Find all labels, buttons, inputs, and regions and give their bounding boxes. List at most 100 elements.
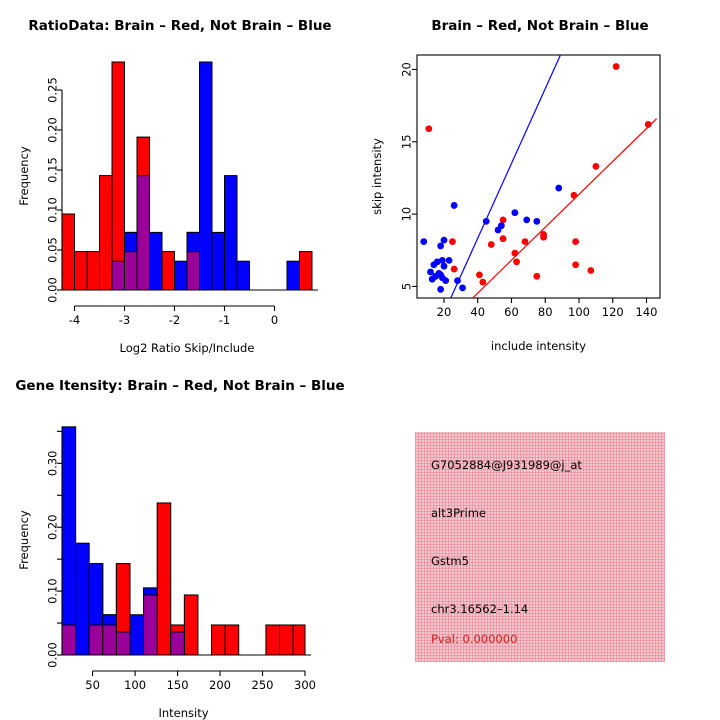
- panel-ratio-histogram: RatioData: Brain – Red, Not Brain – Blue…: [0, 0, 360, 360]
- histogram-bar-blue: [199, 61, 213, 291]
- gene-info-box: G7052884@J931989@j_at alt3Prime Gstm5 ch…: [415, 432, 665, 662]
- histogram-bar-red: [183, 594, 199, 656]
- histogram-bar-overlap: [61, 624, 77, 656]
- histogram-bar-top: [143, 587, 158, 596]
- histogram-bar-blue: [211, 231, 225, 291]
- scatter-point-red: [612, 63, 620, 70]
- scatter-point-blue: [440, 236, 448, 244]
- x-axis-tick-label: 250: [252, 678, 274, 692]
- x-axis-title: Log2 Ratio Skip/Include: [120, 341, 255, 355]
- histogram-bar-red: [161, 251, 175, 291]
- x-axis-title: Intensity: [158, 706, 208, 720]
- histogram-bar-red: [211, 624, 226, 656]
- histogram-bar-overlap: [111, 260, 125, 291]
- histogram-bar-overlap: [88, 624, 104, 656]
- histogram-bar-red: [74, 251, 88, 291]
- x-axis-tick-label: 300: [294, 678, 316, 692]
- histogram-bar-red: [156, 502, 172, 656]
- scatter-point-red: [450, 265, 458, 273]
- y-axis-tick-label: 0.15: [46, 157, 60, 183]
- scatter-point-blue: [438, 256, 446, 264]
- histogram-bar-blue: [149, 231, 163, 291]
- scatter-point-blue: [437, 285, 445, 293]
- histogram-bar-top: [186, 231, 200, 253]
- scatter-point-red: [540, 233, 547, 241]
- scatter-point-red: [487, 241, 495, 248]
- scatter-point-blue: [523, 216, 531, 224]
- scatter-point-red: [449, 238, 456, 245]
- scatter-point-blue: [533, 217, 541, 225]
- gene-symbol-label: Gstm5: [431, 554, 469, 568]
- y-axis-tick-label: 15: [400, 134, 414, 149]
- histogram-bar-red: [99, 175, 113, 291]
- scatter-point-blue: [454, 277, 461, 285]
- histogram-bar-red: [292, 624, 306, 656]
- locus-label: chr3.16562–1.14: [431, 602, 529, 616]
- scatter-point-blue: [494, 226, 502, 234]
- x-axis-tick-label: 20: [437, 305, 452, 319]
- scatter-point-red: [499, 216, 507, 224]
- scatter-point-red: [511, 249, 519, 257]
- histogram-bar-top: [170, 624, 185, 633]
- histogram-bar-blue: [75, 542, 90, 656]
- probe-id-label: G7052884@J931989@j_at: [431, 458, 582, 472]
- x-axis-tick-label: -3: [119, 313, 130, 327]
- x-axis-tick-label: 80: [538, 305, 553, 319]
- event-type-label: alt3Prime: [431, 506, 487, 520]
- regression-line-not-brain-fit: [450, 55, 561, 298]
- plot-frame: [416, 54, 661, 299]
- scatter-point-blue: [428, 275, 436, 283]
- histogram-bar-overlap: [186, 251, 200, 291]
- scatter-point-blue: [459, 284, 466, 292]
- scatter-point-blue: [442, 277, 450, 285]
- scatter-point-red: [572, 261, 580, 269]
- histogram-bar-top: [102, 614, 117, 626]
- scatter-point-red: [533, 272, 541, 280]
- scatter-point-blue: [555, 184, 563, 192]
- x-axis-tick-label: 200: [209, 678, 231, 692]
- scatter-point-blue: [482, 217, 490, 225]
- scatter-point-blue: [420, 238, 428, 245]
- panel-intensity-scatter: Brain – Red, Not Brain – Blue 5 10 15 20 20 4…: [360, 0, 720, 360]
- histogram-bar-overlap: [143, 594, 158, 656]
- scatter-point-red: [644, 121, 652, 128]
- histogram-bar-red: [265, 624, 281, 656]
- y-axis-tick-label: 5: [400, 283, 414, 290]
- scatter-point-red: [476, 271, 483, 279]
- x-axis-tick-label: 50: [85, 678, 100, 692]
- histogram-bar-blue: [286, 260, 300, 291]
- panel-gene-info: G7052884@J931989@j_at alt3Prime Gstm5 ch…: [360, 360, 720, 720]
- ratio-histogram-svg: 0.00 0.05 0.10 0.15 0.20 0.25 -4 -3 -2 -1 0 Log2 Ra…: [17, 61, 318, 355]
- scatter-point-blue: [437, 242, 445, 250]
- histogram-bar-blue: [174, 260, 188, 291]
- histogram-bar-red: [299, 251, 313, 291]
- x-axis-tick-label: 100: [568, 305, 590, 319]
- y-axis-tick-label: 0.10: [46, 578, 60, 604]
- y-axis-tick-label: 0.05: [46, 237, 60, 263]
- y-axis-tick-label: 0.00: [46, 642, 60, 668]
- histogram-bar-top: [88, 563, 104, 626]
- histogram-bar-top: [111, 61, 125, 262]
- y-axis-tick-label: 10: [400, 207, 414, 222]
- scatter-point-red: [587, 267, 595, 274]
- y-axis-title: skip intensity: [370, 138, 384, 215]
- y-axis-title: Frequency: [17, 146, 31, 206]
- histogram-bar-blue: [236, 260, 250, 291]
- scatter-point-red: [521, 238, 529, 245]
- scatter-point-red: [425, 125, 433, 133]
- scatter-plot-title: Brain – Red, Not Brain – Blue: [431, 18, 649, 34]
- scatter-point-blue: [450, 202, 458, 209]
- y-axis-title: Frequency: [17, 510, 31, 570]
- histogram-bar-red: [224, 624, 240, 656]
- gene-plot-title: Gene Itensity: Brain – Red, Not Brain – …: [15, 378, 345, 394]
- pval-label: Pval: 0.000000: [431, 632, 518, 646]
- y-axis-tick-label: 0.10: [46, 197, 60, 223]
- histogram-bar-overlap: [170, 631, 185, 656]
- histogram-bar-blue: [129, 614, 145, 656]
- scatter-point-red: [572, 238, 580, 245]
- y-axis-tick-label: 0.20: [46, 117, 60, 143]
- panel-gene-intensity-histogram: Gene Itensity: Brain – Red, Not Brain – …: [0, 360, 360, 720]
- histogram-bar-top: [124, 231, 138, 253]
- x-axis-title: include intensity: [491, 339, 586, 353]
